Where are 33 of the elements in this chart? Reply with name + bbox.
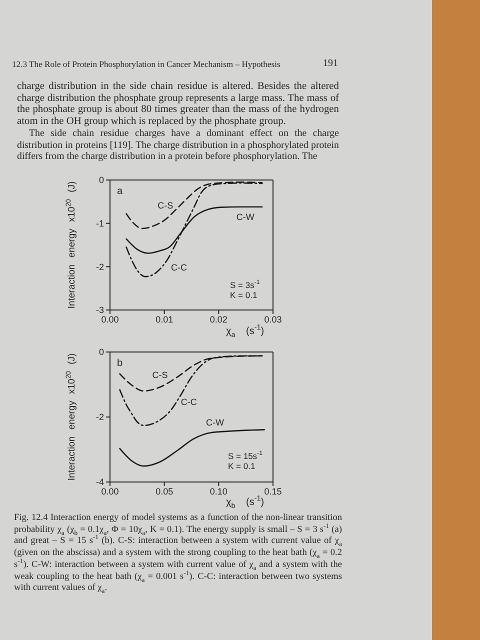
series-label: C-C — [180, 397, 198, 408]
x-tick-label: 0.03 — [264, 314, 282, 324]
y-tick-label: -3 — [96, 305, 104, 316]
annotation: S = 3s$^{-1}$ — [230, 279, 260, 290]
annotation: a — [117, 186, 123, 197]
y-tick-label: -2 — [96, 262, 104, 272]
text: 191 — [323, 58, 338, 69]
annotation: b — [117, 358, 123, 369]
series-label: C-S — [152, 370, 168, 380]
y-tick-label: 0 — [98, 347, 104, 358]
text: charge distribution in the side chain residue is altered. Besides the altered charge distribution the phosphate group represents a large mass. The mass of the phosphate group is about 80 times greater than the mass of the hydrogen atom in the OH group which is replaced by the phosphate group. — [17, 81, 339, 128]
x-tick-label: 0.15 — [264, 486, 282, 496]
x-tick-label: 0.05 — [156, 486, 174, 496]
series-label: C-W — [206, 418, 225, 428]
series-label: C-C — [171, 262, 188, 273]
y-tick-label: -4 — [96, 477, 104, 488]
y-tick-label: -1 — [96, 218, 104, 229]
annotation: K = 0.1 — [230, 290, 258, 300]
y-tick-label: -2 — [96, 412, 104, 422]
text: 12.3 The Role of Protein Phosphorylation in Cancer Mechanism – Hypothesis — [12, 59, 280, 69]
x-tick-label: 0.01 — [156, 314, 174, 324]
x-tick-label: 0.02 — [210, 314, 228, 324]
x-tick-label: 0.10 — [210, 486, 228, 496]
text: χ$_{b}$ (s$^{-1}$) — [226, 494, 264, 510]
series-label: C-S — [158, 200, 174, 210]
y-tick-label: 0 — [98, 175, 104, 186]
text: Fig. 12.4 Interaction energy of model systems as a function of the non-linear transition probability χ$_{a}$ (χ$_{b}$ = 0.1χ$_{a}$, Φ = 10χ$_{a}$, K = 0.1). The energy supply is small – S = 3 s$^{-1}$ (a) and great – S = 15 s$^{-1}$ (b). C-S: interaction between a system with current value of χ$_{a}$ (given on the abscissa) and a system with the strong coupling to the heat bath (χ$_{a}$ = 0.2 s$^{-1}$). C-W: interaction between a system with current value of χ$_{a}$ and a system with the weak coupling to the heat bath (χ$_{a}$ = 0.001 s$^{-1}$). C-C: interaction between two systems with current values of χ$_{a}$. — [14, 513, 342, 596]
annotation: K = 0.1 — [228, 461, 256, 471]
text: The side chain residue charges have a dominant effect on the charge distribution in proteins [119]. The charge distribution in a phosphorylated protein differs from the charge distribution in a protein before phosphorylation. The — [17, 128, 339, 163]
text: χ$_{a}$ (s$^{-1}$) — [226, 322, 264, 339]
annotation: S = 15s$^{-1}$ — [228, 450, 262, 461]
series-label: C-W — [236, 212, 255, 222]
x-tick-label: 0.00 — [101, 486, 119, 496]
